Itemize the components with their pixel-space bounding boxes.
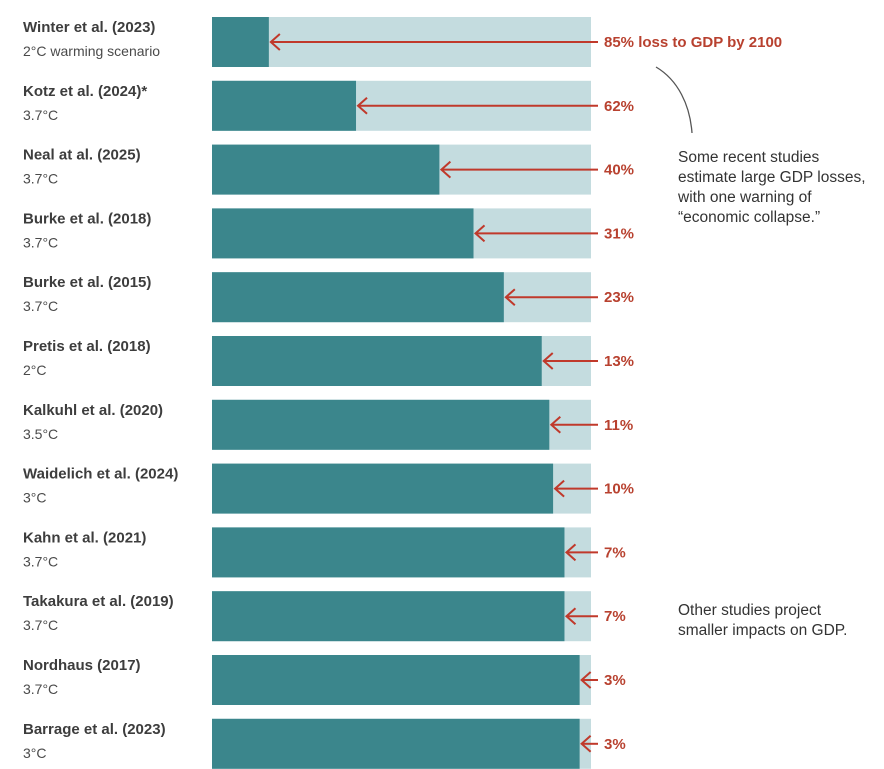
study-label-9: Kahn et al. (2021) (23, 529, 146, 546)
scenario-label-9: 3.7°C (23, 553, 58, 569)
scenario-label-5: 3.7°C (23, 298, 58, 314)
study-label-12: Barrage et al. (2023) (23, 721, 166, 738)
bar-remaining-6 (212, 336, 542, 386)
scenario-label-8: 3°C (23, 490, 47, 506)
bar-row-1: 85% loss to GDP by 2100 Winter et al. (20… (23, 17, 782, 67)
scenario-label-6: 2°C (23, 362, 47, 378)
study-label-4: Burke et al. (2018) (23, 210, 151, 227)
bar-remaining-1 (212, 17, 269, 67)
bar-row-12: 3% Barrage et al. (2023) 3°C (23, 718, 626, 769)
bar-row-8: 10% Waidelich et al. (2024) 3°C (23, 463, 634, 514)
study-label-6: Pretis et al. (2018) (23, 338, 151, 355)
arrow-8 (553, 479, 598, 498)
bars-group: 85% loss to GDP by 2100 Winter et al. (20… (23, 17, 782, 769)
value-label-4: 31% (604, 225, 634, 242)
study-label-11: Nordhaus (2017) (23, 657, 141, 674)
arrow-11 (580, 671, 598, 689)
bar-row-3: 40% Neal at al. (2025) 3.7°C (23, 144, 634, 195)
bar-remaining-4 (212, 208, 474, 259)
value-label-3: 40% (604, 162, 634, 179)
bar-row-7: 11% Kalkuhl et al. (2020) 3.5°C (23, 399, 633, 450)
value-label-7: 11% (604, 417, 633, 434)
bar-row-9: 7% Kahn et al. (2021) 3.7°C (23, 527, 626, 578)
arrow-2 (356, 97, 598, 115)
scenario-label-11: 3.7°C (23, 681, 58, 697)
value-label-5: 23% (604, 289, 634, 306)
study-label-2: Kotz et al. (2024)* (23, 83, 147, 100)
bar-remaining-10 (212, 591, 565, 642)
bar-remaining-9 (212, 527, 565, 578)
value-label-2: 62% (604, 98, 634, 115)
annotation-small-losses: Other studies project smaller impacts on… (678, 602, 848, 639)
value-label-12: 3% (604, 736, 626, 753)
study-label-5: Burke et al. (2015) (23, 274, 151, 291)
scenario-label-7: 3.5°C (23, 426, 58, 442)
value-label-8: 10% (604, 481, 634, 498)
bar-row-6: 13% Pretis et al. (2018) 2°C (23, 336, 634, 386)
arrow-12 (580, 735, 598, 753)
bar-row-11: 3% Nordhaus (2017) 3.7°C (23, 655, 626, 705)
bar-row-5: 23% Burke et al. (2015) 3.7°C (23, 272, 634, 323)
arrow-3 (439, 160, 598, 179)
bar-remaining-7 (212, 399, 550, 450)
value-label-10: 7% (604, 608, 626, 625)
arrow-7 (549, 416, 598, 434)
bar-row-4: 31% Burke et al. (2018) 3.7°C (23, 208, 634, 259)
annotation-connector (655, 66, 693, 134)
bar-remaining-11 (212, 655, 580, 705)
value-label-9: 7% (604, 544, 626, 561)
arrow-4 (474, 224, 598, 243)
scenario-label-10: 3.7°C (23, 617, 58, 633)
arrow-1 (269, 33, 598, 51)
annotation-large-losses: Some recent studies estimate large GDP l… (678, 149, 866, 226)
study-label-3: Neal at al. (2025) (23, 147, 141, 164)
study-label-7: Kalkuhl et al. (2020) (23, 402, 163, 419)
study-label-10: Takakura et al. (2019) (23, 593, 174, 610)
bar-row-2: 62% Kotz et al. (2024)* 3.7°C (23, 80, 634, 131)
scenario-label-2: 3.7°C (23, 107, 58, 123)
scenario-label-1: 2°C warming scenario (23, 43, 160, 59)
scenario-label-12: 3°C (23, 745, 47, 761)
scenario-label-3: 3.7°C (23, 171, 58, 187)
value-label-11: 3% (604, 672, 626, 689)
arrow-5 (504, 288, 598, 306)
study-label-1: Winter et al. (2023) (23, 19, 155, 36)
bar-remaining-12 (212, 718, 580, 769)
value-label-6: 13% (604, 353, 634, 370)
bar-remaining-5 (212, 272, 504, 323)
bar-row-10: 7% Takakura et al. (2019) 3.7°C (23, 591, 626, 642)
study-label-8: Waidelich et al. (2024) (23, 466, 178, 483)
arrow-6 (542, 352, 598, 370)
arrow-9 (564, 543, 598, 562)
value-label-1: 85% loss to GDP by 2100 (604, 34, 782, 51)
arrow-10 (564, 607, 598, 625)
bar-remaining-2 (212, 80, 357, 131)
bar-remaining-3 (212, 144, 440, 195)
bar-remaining-8 (212, 463, 554, 514)
scenario-label-4: 3.7°C (23, 234, 58, 250)
